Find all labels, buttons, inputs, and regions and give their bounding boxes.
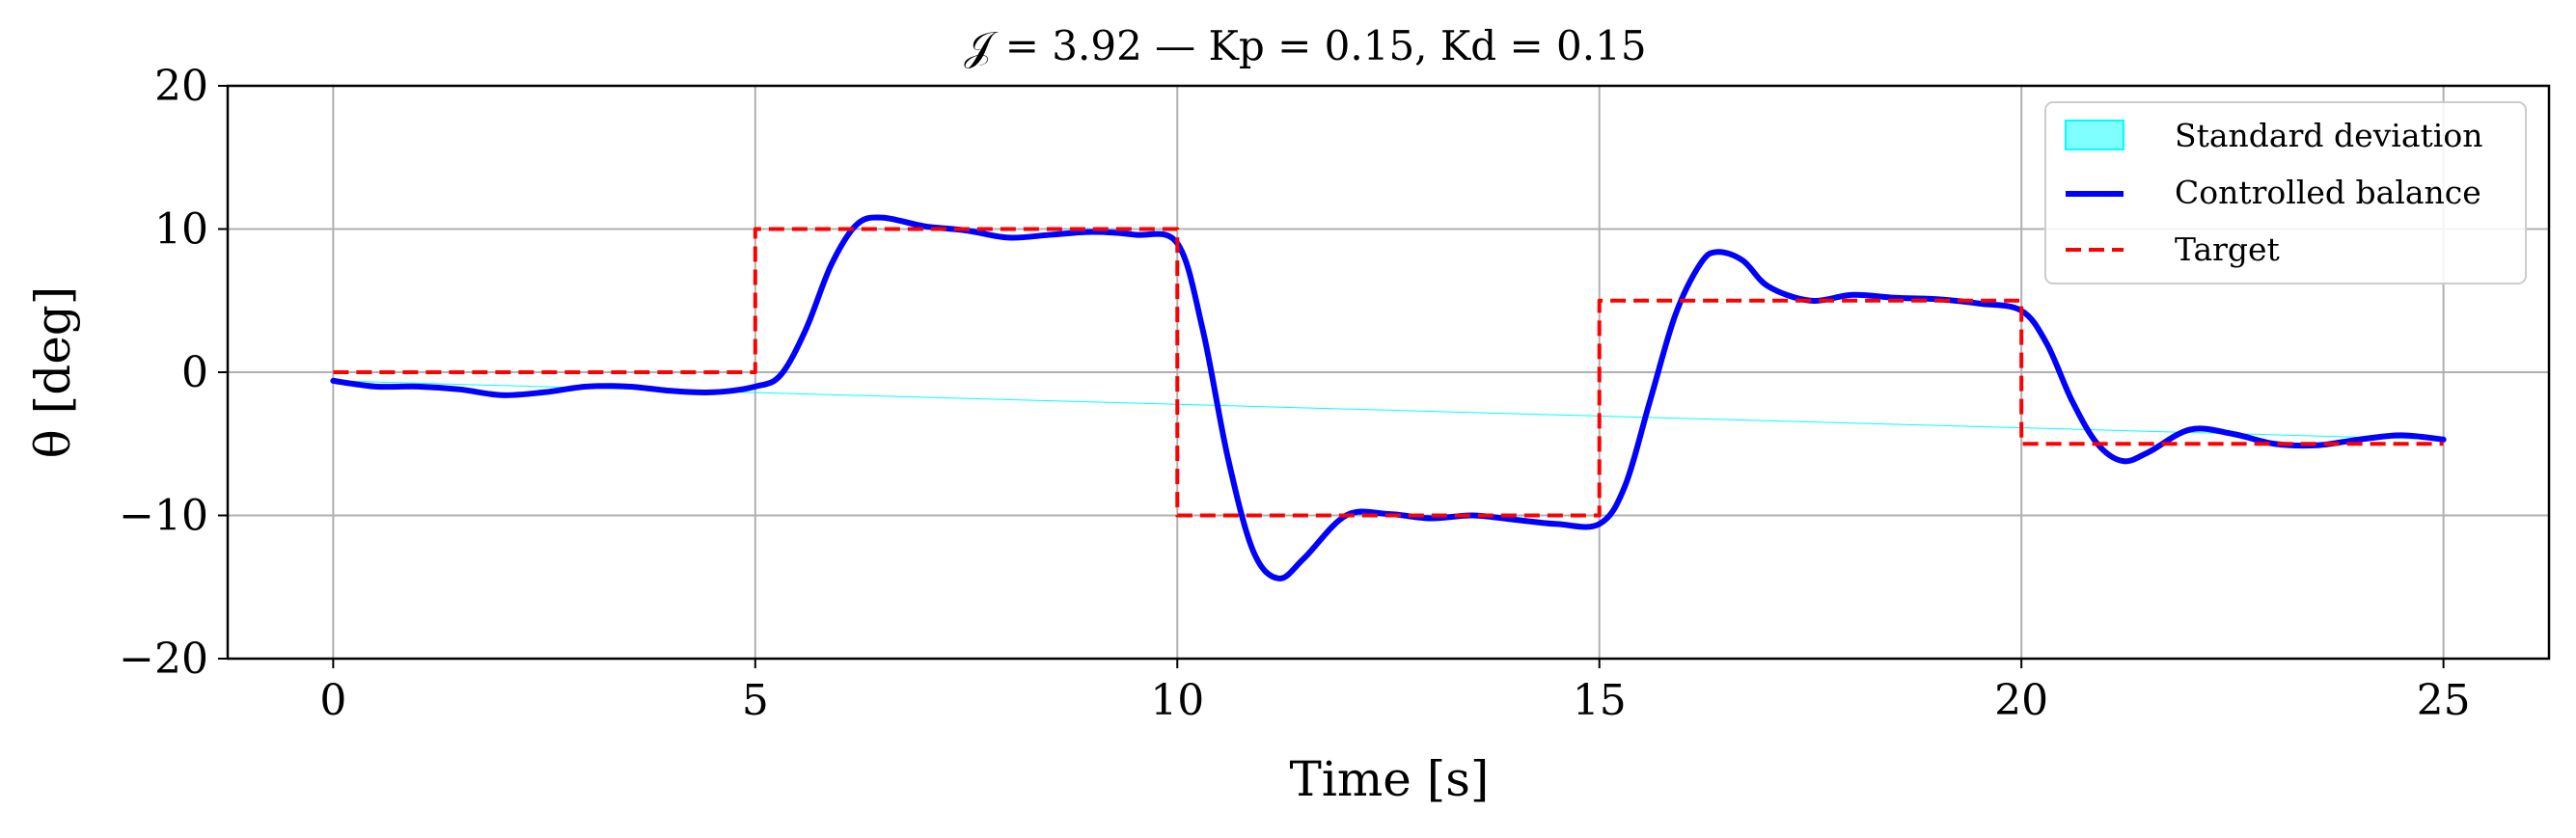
x-tick-label: 0 xyxy=(319,676,346,725)
legend-label-target: Target xyxy=(2175,230,2280,268)
x-tick-label: 5 xyxy=(742,676,769,725)
axis-ticks: 0 5 10 15 20 25 −20 −10 0 10 20 xyxy=(119,62,2470,725)
legend-label-controlled-balance: Controlled balance xyxy=(2175,174,2481,211)
legend-swatch-standard-deviation xyxy=(2065,120,2124,150)
x-tick-label: 10 xyxy=(1150,676,1204,725)
y-tick-label: −20 xyxy=(119,635,208,684)
legend-label-standard-deviation: Standard deviation xyxy=(2175,117,2482,154)
x-tick-label: 20 xyxy=(1994,676,2048,725)
x-axis-label: Time [s] xyxy=(1290,751,1490,807)
y-tick-label: 10 xyxy=(154,205,208,255)
chart-title: 𝒥 = 3.92 — Kp = 0.15, Kd = 0.15 xyxy=(964,22,1646,69)
x-tick-label: 25 xyxy=(2417,676,2471,725)
y-axis-label: θ [deg] xyxy=(25,286,81,459)
legend: Standard deviation Controlled balance Ta… xyxy=(2044,101,2527,284)
x-tick-label: 15 xyxy=(1573,676,1627,725)
y-tick-label: 0 xyxy=(181,348,208,397)
y-tick-label: −10 xyxy=(119,492,208,541)
target-line xyxy=(333,227,2444,518)
legend-frame xyxy=(2044,101,2527,284)
plot-series xyxy=(330,214,2447,581)
y-tick-label: 20 xyxy=(154,62,208,111)
